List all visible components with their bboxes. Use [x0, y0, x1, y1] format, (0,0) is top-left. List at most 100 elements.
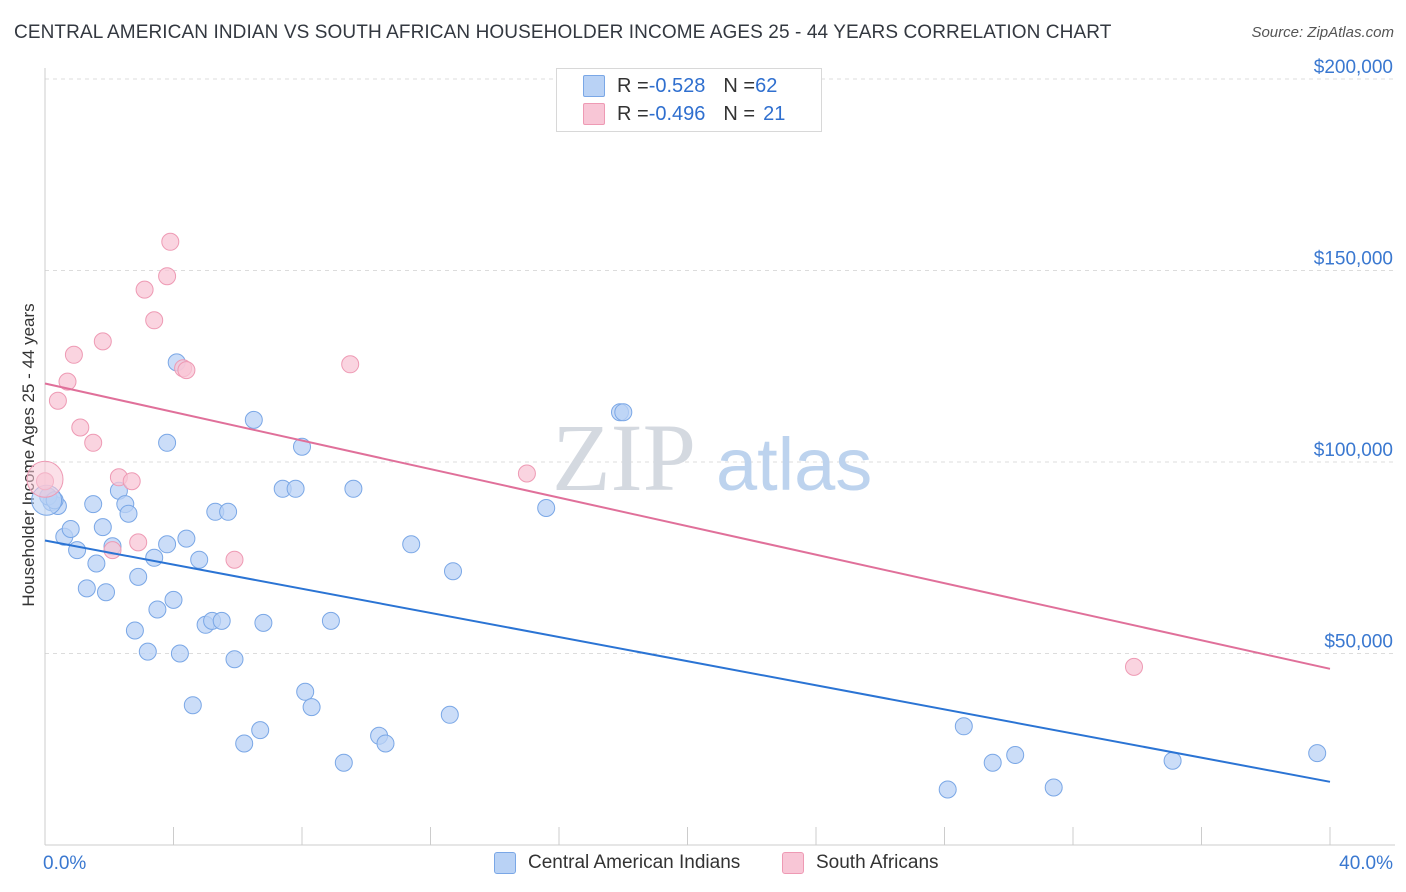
point-central-american-indians — [954, 717, 973, 736]
y-tick-label: $200,000 — [1314, 57, 1393, 78]
point-central-american-indians — [164, 590, 183, 609]
point-south-africans — [341, 355, 360, 374]
point-central-american-indians — [225, 650, 244, 669]
watermark-atlas: atlas — [716, 423, 872, 506]
point-central-american-indians — [145, 548, 164, 567]
point-south-africans — [103, 541, 122, 560]
bottom-legend-swatch-pink — [782, 852, 804, 874]
y-tick-label: $100,000 — [1314, 440, 1393, 461]
legend-r-value: -0.528 — [648, 74, 706, 97]
y-tick-label: $50,000 — [1324, 632, 1393, 653]
point-central-american-indians — [1044, 778, 1063, 797]
series-south-africans — [26, 232, 1143, 676]
trend-line-central-american-indians — [44, 539, 1331, 783]
point-central-american-indians — [983, 753, 1002, 772]
point-central-american-indians — [1163, 751, 1182, 770]
point-south-africans — [225, 550, 244, 569]
point-central-american-indians — [444, 562, 462, 581]
point-central-american-indians — [938, 780, 957, 799]
point-central-american-indians — [129, 567, 148, 586]
point-south-africans — [58, 372, 77, 391]
watermark-zip: ZIP — [552, 404, 696, 511]
point-south-africans — [1125, 657, 1143, 676]
legend-r-label: R = — [617, 102, 649, 125]
point-central-american-indians — [376, 734, 395, 753]
point-south-africans — [26, 460, 64, 498]
axes — [44, 68, 1395, 846]
gridlines — [45, 78, 1395, 654]
point-south-africans — [84, 433, 103, 452]
point-central-american-indians — [344, 479, 363, 498]
point-central-american-indians — [158, 433, 177, 452]
point-central-american-indians — [244, 410, 263, 429]
point-south-africans — [161, 232, 180, 251]
point-central-american-indians — [334, 753, 353, 772]
legend-swatch-pink — [583, 103, 605, 125]
point-central-american-indians — [190, 550, 209, 569]
point-central-american-indians — [125, 621, 144, 640]
point-central-american-indians — [97, 583, 115, 602]
x-tick-labels: 0.0% 40.0% — [43, 853, 1393, 874]
point-south-africans — [517, 464, 536, 483]
source-label: Source: ZipAtlas.com — [1251, 24, 1394, 41]
point-central-american-indians — [321, 611, 340, 630]
legend-r-value: -0.496 — [648, 102, 706, 125]
stats-legend: R = -0.528 N = 62 R = -0.496 N = 21 — [556, 68, 822, 132]
point-central-american-indians — [119, 504, 138, 523]
point-central-american-indians — [286, 479, 305, 498]
point-central-american-indians — [219, 502, 238, 521]
y-axis-label: Householder Income Ages 25 - 44 years — [19, 303, 38, 606]
point-south-africans — [64, 345, 83, 364]
point-central-american-indians — [177, 529, 196, 548]
bottom-legend-label-pink: South Africans — [816, 852, 939, 873]
point-central-american-indians — [84, 495, 103, 514]
legend-n-value: 62 — [755, 74, 778, 97]
point-south-africans — [48, 391, 67, 410]
point-south-africans — [71, 418, 90, 437]
point-central-american-indians — [212, 611, 231, 630]
point-south-africans — [93, 332, 112, 351]
point-central-american-indians — [440, 705, 459, 724]
point-central-american-indians — [93, 518, 112, 537]
legend-n-value: 21 — [763, 102, 786, 125]
trend-lines — [44, 382, 1331, 783]
point-south-africans — [129, 533, 148, 552]
y-tick-label: $150,000 — [1314, 249, 1393, 270]
point-central-american-indians — [296, 682, 315, 701]
point-south-africans — [158, 267, 177, 286]
trend-line-south-africans — [44, 382, 1331, 670]
y-tick-labels: $50,000 $100,000 $150,000 $200,000 — [1314, 57, 1393, 653]
point-central-american-indians — [158, 535, 177, 554]
point-south-africans — [122, 472, 141, 491]
point-central-american-indians — [1006, 746, 1025, 764]
series-central-american-indians — [31, 353, 1327, 799]
watermark: ZIP atlas — [552, 404, 872, 511]
point-south-africans — [135, 280, 154, 299]
legend-row-blue: R = -0.528 N = 62 — [583, 73, 777, 99]
x-tick-label: 0.0% — [43, 853, 86, 874]
legend-n-label: N = — [723, 74, 756, 97]
point-central-american-indians — [1308, 744, 1327, 763]
bottom-legend-item-pink: South Africans — [782, 852, 939, 874]
point-central-american-indians — [537, 499, 556, 517]
legend-r-label: R = — [617, 74, 649, 97]
point-central-american-indians — [254, 613, 273, 632]
point-south-africans — [177, 361, 196, 380]
point-central-american-indians — [614, 403, 633, 422]
point-central-american-indians — [235, 734, 254, 753]
point-central-american-indians — [170, 644, 189, 663]
bottom-legend-swatch-blue — [494, 852, 516, 874]
legend-n-label: N = — [723, 102, 756, 125]
bottom-legend-item-blue: Central American Indians — [494, 852, 740, 874]
x-tick-label: 40.0% — [1339, 853, 1393, 874]
point-central-american-indians — [302, 698, 321, 717]
point-central-american-indians — [183, 696, 202, 715]
point-central-american-indians — [68, 541, 87, 560]
point-central-american-indians — [77, 579, 96, 598]
point-central-american-indians — [402, 535, 421, 554]
point-central-american-indians — [148, 600, 167, 619]
legend-row-pink: R = -0.496 N = 21 — [583, 101, 785, 127]
bottom-legend-label-blue: Central American Indians — [528, 852, 741, 873]
point-south-africans — [145, 311, 164, 330]
